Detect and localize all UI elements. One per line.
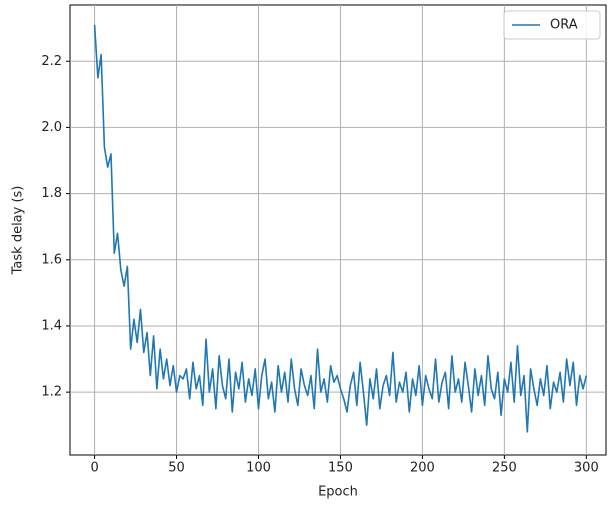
y-tick-label: 2.0 bbox=[41, 120, 62, 135]
y-tick-label: 1.4 bbox=[41, 318, 62, 333]
plot-frame bbox=[69, 4, 607, 456]
legend-label: ORA bbox=[550, 18, 578, 33]
x-tick-label: 0 bbox=[90, 461, 98, 476]
y-axis-label: Task delay (s) bbox=[11, 186, 26, 276]
legend-box bbox=[503, 10, 601, 40]
x-axis-label: Epoch bbox=[318, 485, 358, 500]
y-tick-label: 1.8 bbox=[41, 186, 62, 201]
x-tick-label: 100 bbox=[246, 461, 271, 476]
data-line bbox=[93, 24, 588, 433]
x-tick-label: 200 bbox=[410, 461, 435, 476]
x-tick-label: 50 bbox=[168, 461, 185, 476]
x-tick-label: 250 bbox=[492, 461, 517, 476]
y-tick-label: 1.6 bbox=[41, 252, 62, 267]
y-tick-label: 1.2 bbox=[41, 385, 62, 400]
x-tick-label: 300 bbox=[574, 461, 599, 476]
x-tick-label: 150 bbox=[328, 461, 353, 476]
y-tick-label: 2.2 bbox=[41, 54, 62, 69]
